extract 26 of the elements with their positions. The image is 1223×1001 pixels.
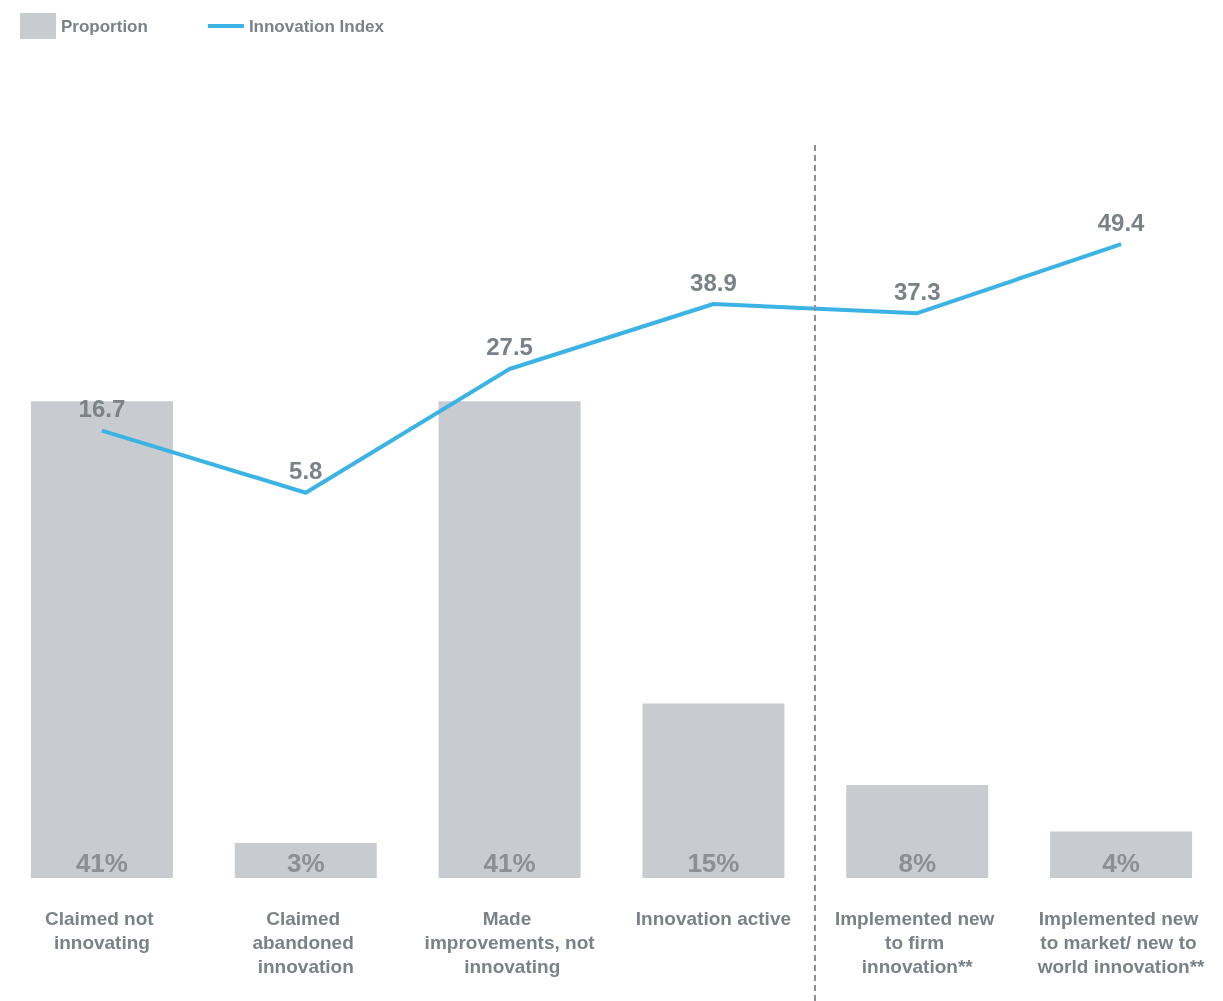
legend-label: Proportion [61,16,148,36]
bar [642,703,785,878]
bar [438,401,581,878]
data-label: 41% [75,848,128,878]
x-tick-label: Implemented new to firm innovation** [834,907,1000,977]
x-tick-label: Implemented new to market/ new to world innovation** [1036,907,1206,977]
data-label: 16.7 [78,395,126,423]
bar [234,843,377,878]
data-label: 3% [286,848,325,878]
data-label: 37.3 [893,277,941,305]
data-label: 38.9 [690,268,737,296]
data-label: 27.5 [486,333,533,361]
data-label: 4% [1102,848,1140,878]
legend-label: Innovation Index [248,16,385,36]
data-label: 15% [687,848,740,878]
data-label: 5.8 [289,457,323,485]
x-tick-label: Claimed not innovating [44,907,159,953]
data-label: 8% [898,848,937,878]
bar [846,784,989,878]
bar [1050,831,1193,878]
data-label: 41% [483,848,536,878]
x-tick-label: Claimed abandoned innovation [252,907,360,977]
x-tick-label: Innovation active [635,907,792,929]
data-label: 49.4 [1097,208,1146,236]
x-tick-label: Made improvements, not innovating [424,907,596,977]
bar [30,401,173,878]
